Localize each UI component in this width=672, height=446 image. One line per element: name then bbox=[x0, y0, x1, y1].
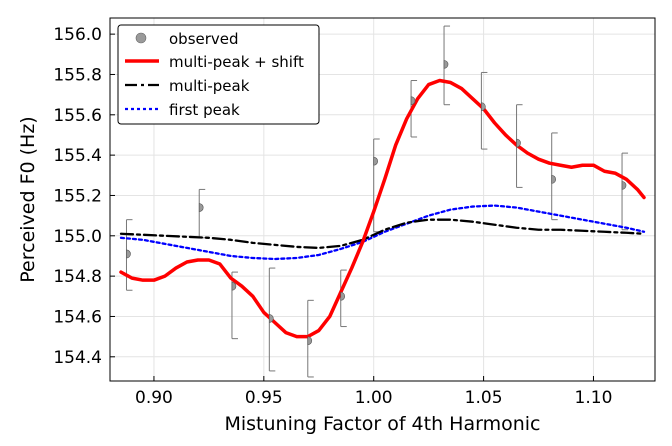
observed-point bbox=[373, 156, 379, 166]
observed-point bbox=[410, 96, 416, 105]
observed-point bbox=[307, 336, 313, 345]
legend-marker-observed bbox=[135, 32, 147, 44]
y-tick-label: 155.0 bbox=[53, 227, 102, 247]
y-tick-label: 155.6 bbox=[53, 106, 102, 126]
y-tick-label: 155.2 bbox=[53, 186, 102, 206]
observed-markers bbox=[126, 60, 627, 345]
axis-ticks: 0.90 0.95 1.00 1.05 1.10 154.4 154.6 154.8 155.0… bbox=[53, 25, 612, 408]
y-axis-label: Perceived F0 (Hz) bbox=[17, 116, 39, 282]
x-tick-label: 0.90 bbox=[135, 388, 173, 408]
observed-point bbox=[269, 314, 274, 323]
legend-box bbox=[117, 24, 320, 125]
series-line-multi-peak-shift bbox=[119, 78, 646, 339]
x-tick-label: 0.95 bbox=[245, 388, 283, 408]
observed-point bbox=[126, 249, 131, 259]
y-tick-label: 154.4 bbox=[53, 348, 102, 368]
observed-point bbox=[621, 181, 627, 190]
error-bars bbox=[125, 25, 629, 378]
legend: observed multi-peak + shift multi-peak f… bbox=[117, 24, 320, 125]
legend-label-first-peak: first peak bbox=[169, 101, 240, 119]
y-tick-label: 156.0 bbox=[53, 25, 102, 45]
series-line-multi-peak bbox=[119, 218, 646, 250]
legend-label-multi-peak-shift: multi-peak + shift bbox=[169, 53, 304, 71]
observed-point bbox=[481, 102, 486, 112]
observed-point bbox=[551, 175, 557, 184]
legend-label-observed: observed bbox=[169, 30, 239, 48]
y-tick-label: 155.4 bbox=[53, 146, 102, 166]
y-tick-label: 155.8 bbox=[53, 65, 102, 85]
x-tick-label: 1.00 bbox=[355, 388, 393, 408]
plot-frame bbox=[109, 17, 656, 382]
y-tick-label: 154.8 bbox=[53, 267, 102, 287]
series-lines bbox=[119, 78, 646, 339]
observed-point bbox=[443, 60, 449, 69]
legend-label-multi-peak: multi-peak bbox=[169, 77, 250, 95]
observed-point bbox=[231, 281, 237, 291]
observed-point bbox=[198, 203, 204, 212]
x-tick-label: 1.05 bbox=[465, 388, 503, 408]
x-axis-label: Mistuning Factor of 4th Harmonic bbox=[224, 413, 540, 435]
y-tick-label: 154.6 bbox=[53, 307, 102, 327]
observed-point bbox=[340, 291, 346, 301]
series-line-first-peak bbox=[119, 204, 646, 261]
x-tick-label: 1.10 bbox=[575, 388, 613, 408]
observed-point bbox=[516, 138, 521, 148]
